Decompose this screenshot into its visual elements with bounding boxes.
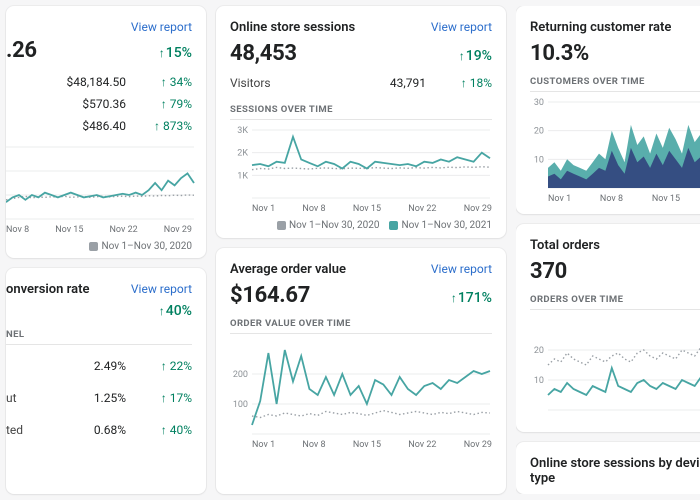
view-report-link[interactable]: View report <box>431 262 492 276</box>
table-row: $48,184.50 34% <box>6 71 192 93</box>
chart-orders-over-time: 10 20 <box>530 316 700 416</box>
card-total-sales: View report .26 15% $48,184.50 34% $570.… <box>6 6 206 258</box>
table-row: ut 1.25% 17% <box>6 387 192 409</box>
table-row: $486.40 873% <box>6 115 192 137</box>
section-subtitle: CUSTOMERS OVER TIME <box>530 76 700 92</box>
card-title: Online store sessions by device type <box>530 456 700 486</box>
section-subtitle: NEL <box>6 329 192 345</box>
section-subtitle: ORDER VALUE OVER TIME <box>230 318 492 334</box>
chart-legend: First <box>530 210 700 214</box>
svg-text:10: 10 <box>534 376 544 386</box>
metric-value: 370 <box>530 259 567 284</box>
chart-legend: Nov 1–Nov 30, 2020 Nov 1–Nov 30, 2021 <box>6 241 192 258</box>
section-subtitle: SESSIONS OVER TIME <box>230 104 492 120</box>
card-title: Online store sessions <box>230 20 355 35</box>
metric-delta: 15% <box>159 45 192 61</box>
svg-text:10: 10 <box>534 155 544 165</box>
table-row: ted 0.68% 40% <box>6 419 192 441</box>
view-report-link[interactable]: View report <box>131 282 192 296</box>
svg-text:100: 100 <box>233 400 248 410</box>
chart-sales-over-time: Nov 8Nov 15Nov 22Nov 29 <box>6 143 192 235</box>
chart-sessions-over-time: 1K2K3K Nov 1Nov 8Nov 15Nov 22Nov 29 <box>230 126 492 214</box>
svg-text:3K: 3K <box>237 126 248 136</box>
card-total-orders: Total orders 370 ORDERS OVER TIME 10 20 <box>516 224 700 432</box>
svg-text:20: 20 <box>534 346 544 356</box>
card-returning-customer-rate: Returning customer rate 10.3% CUSTOMERS … <box>516 6 700 214</box>
card-conversion-rate: onversion rate View report 40% NEL 2.49%… <box>6 268 206 494</box>
svg-text:20: 20 <box>534 127 544 137</box>
metric-value: $164.67 <box>230 283 310 308</box>
card-title: Total orders <box>530 238 600 253</box>
svg-text:200: 200 <box>233 370 248 380</box>
card-title: Average order value <box>230 262 346 277</box>
svg-text:30: 30 <box>534 98 544 108</box>
view-report-link[interactable]: View report <box>131 20 192 34</box>
chart-legend: Nov 1–Nov 30, 2020 Nov 1–Nov 30, 2021 <box>230 220 492 231</box>
table-row: 2.49% 22% <box>6 355 192 377</box>
card-sessions-by-device: Online store sessions by device type <box>516 442 700 494</box>
chart-order-value-over-time: 100200 Nov 1Nov 8Nov 15Nov 22Nov 29 <box>230 340 492 450</box>
svg-text:1K: 1K <box>237 171 248 181</box>
metric-delta: 171% <box>451 290 492 306</box>
section-subtitle: ORDERS OVER TIME <box>530 294 700 310</box>
metric-value: 48,453 <box>230 41 297 66</box>
metric-delta: 19% <box>459 48 492 64</box>
chart-customers-over-time: 102030 Nov 1Nov 8Nov 15Nov 2 <box>530 98 700 204</box>
metric-value: .26 <box>6 38 37 63</box>
table-row: $570.36 79% <box>6 93 192 115</box>
metric-value: 10.3% <box>530 41 589 66</box>
svg-text:2K: 2K <box>237 149 248 159</box>
metric-delta: 40% <box>159 303 192 319</box>
view-report-link[interactable]: View report <box>431 20 492 34</box>
card-title: Returning customer rate <box>530 20 671 35</box>
card-average-order-value: Average order value View report $164.67 … <box>216 248 506 494</box>
card-title: onversion rate <box>6 282 89 297</box>
table-row: Visitors 43,791 18% <box>230 72 492 94</box>
card-online-store-sessions: Online store sessions View report 48,453… <box>216 6 506 238</box>
